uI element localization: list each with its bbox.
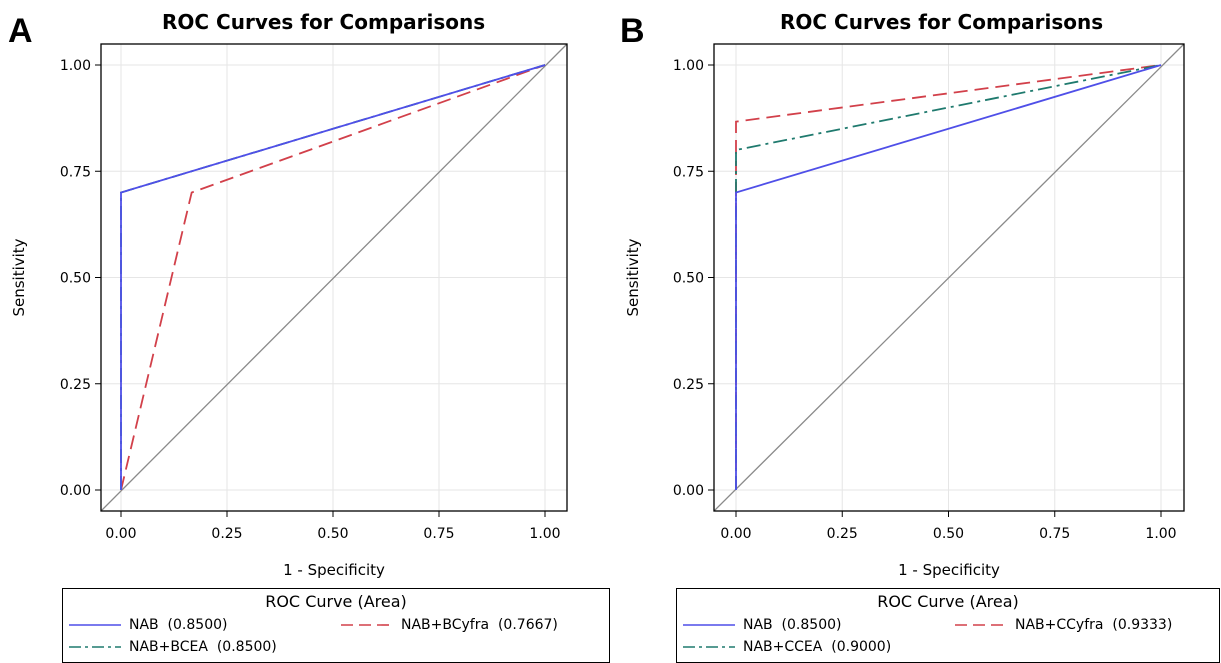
legend-label: NAB (0.8500) (129, 617, 228, 633)
y-tick-label: 1.00 (60, 58, 91, 74)
legend-label: NAB+CCyfra (0.9333) (1015, 617, 1173, 633)
roc-line-nab (120, 64, 546, 490)
panel-letter: B (620, 12, 645, 50)
y-tick-label: 0.50 (673, 271, 704, 287)
x-tick-label: 0.50 (933, 526, 964, 542)
y-axis-label: Sensitivity (10, 238, 28, 316)
legend-label: NAB+BCyfra (0.7667) (401, 617, 558, 633)
legend-item-nab-bcyfra: NAB+BCyfra (0.7667) (341, 617, 558, 633)
roc-line-nab-bcyfra (120, 64, 546, 491)
x-tick-label: 1.00 (1145, 526, 1176, 542)
legend: ROC Curve (Area) NAB (0.8500) NAB+CCyfra… (676, 588, 1220, 663)
legend-swatch (341, 624, 393, 626)
legend-label: NAB+CCEA (0.9000) (743, 639, 892, 655)
legend-label: NAB (0.8500) (743, 617, 842, 633)
roc-line-nab-ccyfra (735, 64, 1162, 490)
legend: ROC Curve (Area) NAB (0.8500) NAB+BCyfra… (62, 588, 610, 663)
x-axis-label: 1 - Specificity (283, 561, 385, 579)
chart-title: ROC Curves for Comparisons (780, 10, 1104, 34)
legend-item-nab: NAB (0.8500) (69, 617, 227, 633)
x-tick-label: 0.25 (211, 526, 242, 542)
reference-diagonal (713, 43, 1185, 512)
chart-panel-b: B ROC Curves for Comparisons 0.00 0.00 0.2… (610, 0, 1220, 663)
y-tick-label: 0.75 (60, 164, 91, 180)
legend-item-nab-ccea: NAB+CCEA (0.9000) (683, 639, 891, 655)
y-axis-label: Sensitivity (624, 238, 642, 316)
chart-panel-a: A ROC Curves for Comparisons 0.00 0.00 0.2… (0, 0, 610, 663)
y-tick-label: 1.00 (673, 58, 704, 74)
x-tick-label: 0.25 (827, 526, 858, 542)
legend-item-nab: NAB (0.8500) (683, 617, 841, 633)
panel-letter: A (8, 12, 33, 50)
legend-swatch (955, 624, 1007, 626)
y-tick-label: 0.75 (673, 164, 704, 180)
legend-title: ROC Curve (Area) (265, 592, 407, 611)
x-tick-label: 0.00 (105, 526, 136, 542)
roc-chart: 0.00 0.00 0.25 0.25 0.50 0.50 0.75 0.75 1.00 1.00… (10, 43, 568, 579)
y-tick-label: 0.50 (60, 271, 91, 287)
legend-title: ROC Curve (Area) (877, 592, 1019, 611)
legend-swatch (69, 646, 121, 648)
y-tick-label: 0.25 (673, 377, 704, 393)
legend-item-nab-bcea: NAB+BCEA (0.8500) (69, 639, 277, 655)
y-tick-label: 0.00 (673, 483, 704, 499)
x-axis-label: 1 - Specificity (898, 561, 1000, 579)
x-tick-label: 0.75 (423, 526, 454, 542)
legend-swatch (683, 646, 735, 648)
x-tick-label: 0.00 (720, 526, 751, 542)
legend-swatch (683, 624, 735, 626)
y-tick-label: 0.00 (60, 483, 91, 499)
legend-label: NAB+BCEA (0.8500) (129, 639, 277, 655)
reference-diagonal (100, 43, 568, 512)
roc-line-nab (735, 64, 1162, 490)
x-tick-label: 1.00 (529, 526, 560, 542)
x-tick-label: 0.75 (1039, 526, 1070, 542)
legend-swatch (69, 624, 121, 626)
roc-chart: 0.00 0.00 0.25 0.25 0.50 0.50 0.75 0.75 1.00 1.00… (624, 43, 1185, 579)
legend-item-nab-ccyfra: NAB+CCyfra (0.9333) (955, 617, 1172, 633)
x-tick-label: 0.50 (317, 526, 348, 542)
y-tick-label: 0.25 (60, 377, 91, 393)
chart-title: ROC Curves for Comparisons (162, 10, 486, 34)
